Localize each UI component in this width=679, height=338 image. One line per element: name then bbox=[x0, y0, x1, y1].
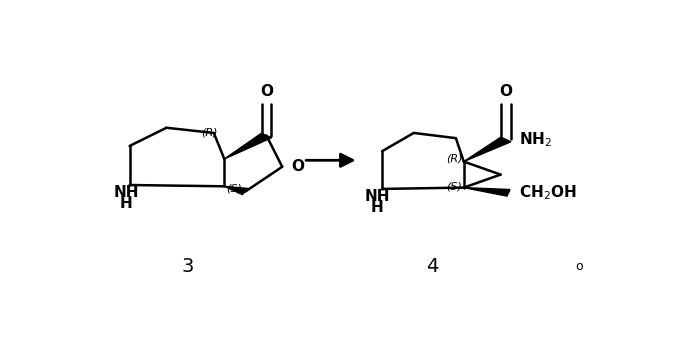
Text: NH$_2$: NH$_2$ bbox=[519, 130, 552, 149]
Text: NH: NH bbox=[364, 189, 390, 204]
Text: 3: 3 bbox=[181, 258, 194, 276]
Polygon shape bbox=[464, 137, 511, 162]
Polygon shape bbox=[224, 186, 249, 195]
Text: O: O bbox=[292, 159, 305, 174]
Text: O: O bbox=[499, 84, 513, 99]
Text: H: H bbox=[120, 196, 132, 211]
Text: (R): (R) bbox=[446, 154, 462, 164]
Text: o: o bbox=[576, 261, 583, 273]
Polygon shape bbox=[224, 133, 272, 159]
Text: NH: NH bbox=[113, 185, 139, 200]
Text: (S): (S) bbox=[226, 184, 242, 193]
Text: 4: 4 bbox=[426, 258, 439, 276]
Text: (S): (S) bbox=[446, 181, 462, 191]
Polygon shape bbox=[464, 188, 510, 196]
Text: O: O bbox=[260, 84, 273, 99]
Text: (R): (R) bbox=[201, 127, 217, 137]
Text: H: H bbox=[371, 200, 384, 215]
Text: CH$_2$OH: CH$_2$OH bbox=[519, 184, 576, 202]
